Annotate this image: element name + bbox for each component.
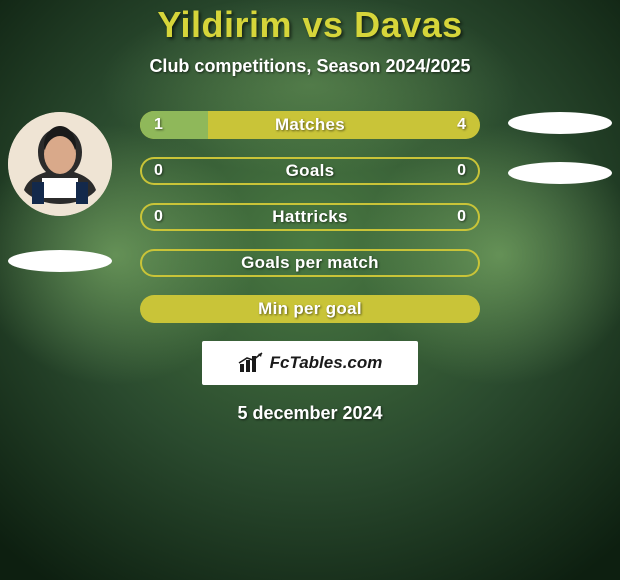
- stat-bar: Hattricks0 0: [140, 203, 480, 231]
- stat-row: Goals0 0: [0, 157, 620, 185]
- stat-label: Min per goal: [140, 295, 480, 323]
- stat-value-left: 0: [154, 157, 163, 185]
- stat-value-right: 0: [457, 203, 466, 231]
- stat-row: Hattricks0 0: [0, 203, 620, 231]
- stat-bar: Goals0 0: [140, 157, 480, 185]
- stat-value-right: 4: [457, 111, 466, 139]
- page-title: Yildirim vs Davas: [0, 4, 620, 46]
- bar-chart-icon: [238, 352, 264, 374]
- stat-bar: Goals per match: [140, 249, 480, 277]
- stat-label: Matches: [140, 111, 480, 139]
- date-label: 5 december 2024: [0, 403, 620, 424]
- stat-value-left: 1: [154, 111, 163, 139]
- stat-row: Goals per match: [0, 249, 620, 277]
- stat-label: Hattricks: [140, 203, 480, 231]
- stat-value-left: 0: [154, 203, 163, 231]
- stat-bar: Min per goal: [140, 295, 480, 323]
- stat-label: Goals per match: [140, 249, 480, 277]
- stat-label: Goals: [140, 157, 480, 185]
- subtitle: Club competitions, Season 2024/2025: [0, 56, 620, 77]
- stat-bar: Matches1 4: [140, 111, 480, 139]
- stat-row: Min per goal: [0, 295, 620, 323]
- source-badge[interactable]: FcTables.com: [202, 341, 418, 385]
- source-badge-label: FcTables.com: [270, 353, 383, 373]
- stat-value-right: 0: [457, 157, 466, 185]
- stat-row: Matches1 4: [0, 111, 620, 139]
